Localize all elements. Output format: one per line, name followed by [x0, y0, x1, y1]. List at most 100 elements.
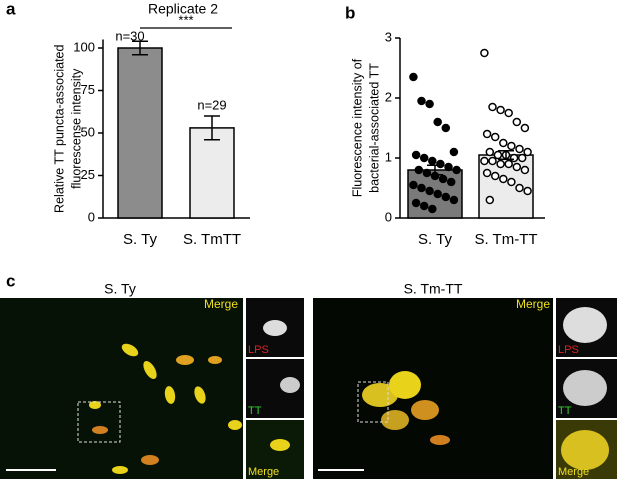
data-point [520, 123, 530, 133]
n-label: n=29 [197, 97, 226, 112]
micrographs [0, 298, 617, 479]
data-point [490, 132, 500, 142]
y-tick-label: 50 [81, 124, 95, 139]
data-point [499, 138, 508, 148]
y-axis-label: bacterial-associated TT [367, 63, 381, 193]
data-point [438, 174, 448, 184]
data-point [480, 48, 489, 58]
data-point [444, 162, 453, 172]
roi [77, 401, 121, 443]
data-point [409, 72, 418, 82]
channel-label: TT [248, 405, 262, 417]
panel-label: a [6, 0, 16, 18]
data-point [490, 171, 500, 181]
channel-label: Merge [204, 297, 238, 311]
data-point [411, 198, 421, 208]
data-point [425, 99, 434, 109]
error-bar [498, 150, 514, 160]
panel-label: b [345, 3, 355, 22]
significance: *** [178, 12, 193, 27]
roi [357, 381, 389, 423]
data-point [493, 150, 503, 160]
y-tick-label: 25 [81, 167, 95, 182]
image [313, 298, 553, 479]
data-point [449, 195, 459, 205]
data-point [428, 156, 437, 166]
data-point [485, 195, 495, 205]
data-point [512, 162, 522, 172]
data-point [515, 144, 524, 154]
error-bar [427, 164, 443, 176]
channel-label: TT [558, 405, 572, 417]
x-tick-label: S. Ty [123, 231, 157, 248]
data-point [417, 96, 426, 106]
data-point [523, 186, 532, 196]
y-tick-label: 3 [385, 29, 392, 44]
data-point [512, 117, 522, 127]
data-point [419, 153, 429, 163]
data-point [496, 159, 505, 169]
x-tick-label: S. Ty [418, 231, 452, 248]
data-point [480, 156, 489, 166]
y-tick-label: 100 [73, 39, 95, 54]
data-point [488, 156, 497, 166]
x-tick-label: S. TmTT [183, 231, 241, 248]
channel-label: Merge [558, 466, 589, 478]
data-point [409, 180, 418, 190]
y-axis-label: Relative TT puncta-associated [52, 45, 66, 213]
y-axis-label: fluorescense intensity [69, 68, 83, 189]
data-point [482, 129, 492, 139]
data-point [425, 186, 434, 196]
data-point [488, 102, 497, 112]
data-point [515, 183, 524, 193]
bar [189, 127, 235, 219]
y-tick-label: 75 [81, 82, 95, 97]
channel-label: LPS [248, 344, 269, 356]
data-point [417, 183, 426, 193]
data-point [504, 159, 513, 169]
n-label: n=30 [115, 28, 144, 43]
data-point [414, 165, 424, 175]
y-tick-label: 2 [385, 89, 392, 104]
data-point [499, 174, 508, 184]
error-bar [132, 40, 148, 56]
data-point [520, 165, 530, 175]
data-point [452, 165, 461, 175]
data-point [509, 153, 519, 163]
x-tick-label: S. Tm-TT [474, 231, 537, 248]
data-point [428, 204, 437, 214]
channel-label: LPS [558, 344, 579, 356]
data-point [449, 147, 459, 157]
data-point [504, 108, 513, 118]
channel-label: Merge [248, 466, 279, 478]
channel-label: Merge [516, 297, 550, 311]
data-point [517, 153, 527, 163]
error-bar [204, 115, 220, 141]
panel-label: c [6, 271, 15, 290]
y-tick-label: 0 [385, 209, 392, 224]
data-point [523, 147, 532, 157]
image-title: S. Ty [104, 281, 136, 297]
data-point [433, 117, 442, 127]
image [0, 298, 243, 479]
data-point [436, 159, 445, 169]
y-tick-label: 0 [88, 209, 95, 224]
y-tick-label: 1 [385, 149, 392, 164]
data-point [482, 168, 492, 178]
bar [117, 47, 163, 219]
data-point [433, 189, 442, 199]
data-point [441, 192, 451, 202]
bacteria [89, 307, 609, 474]
data-point [507, 177, 516, 187]
data-point [507, 141, 516, 151]
image-title: S. Tm-TT [404, 281, 463, 297]
data-point [485, 147, 495, 157]
data-point [419, 201, 429, 211]
data-point [446, 177, 456, 187]
annotation-title: Replicate 2 [148, 1, 218, 17]
y-axis-label: Fluorescence intensity of [350, 58, 364, 197]
data-point [441, 123, 451, 133]
data-point [496, 105, 505, 115]
data-point [411, 150, 421, 160]
